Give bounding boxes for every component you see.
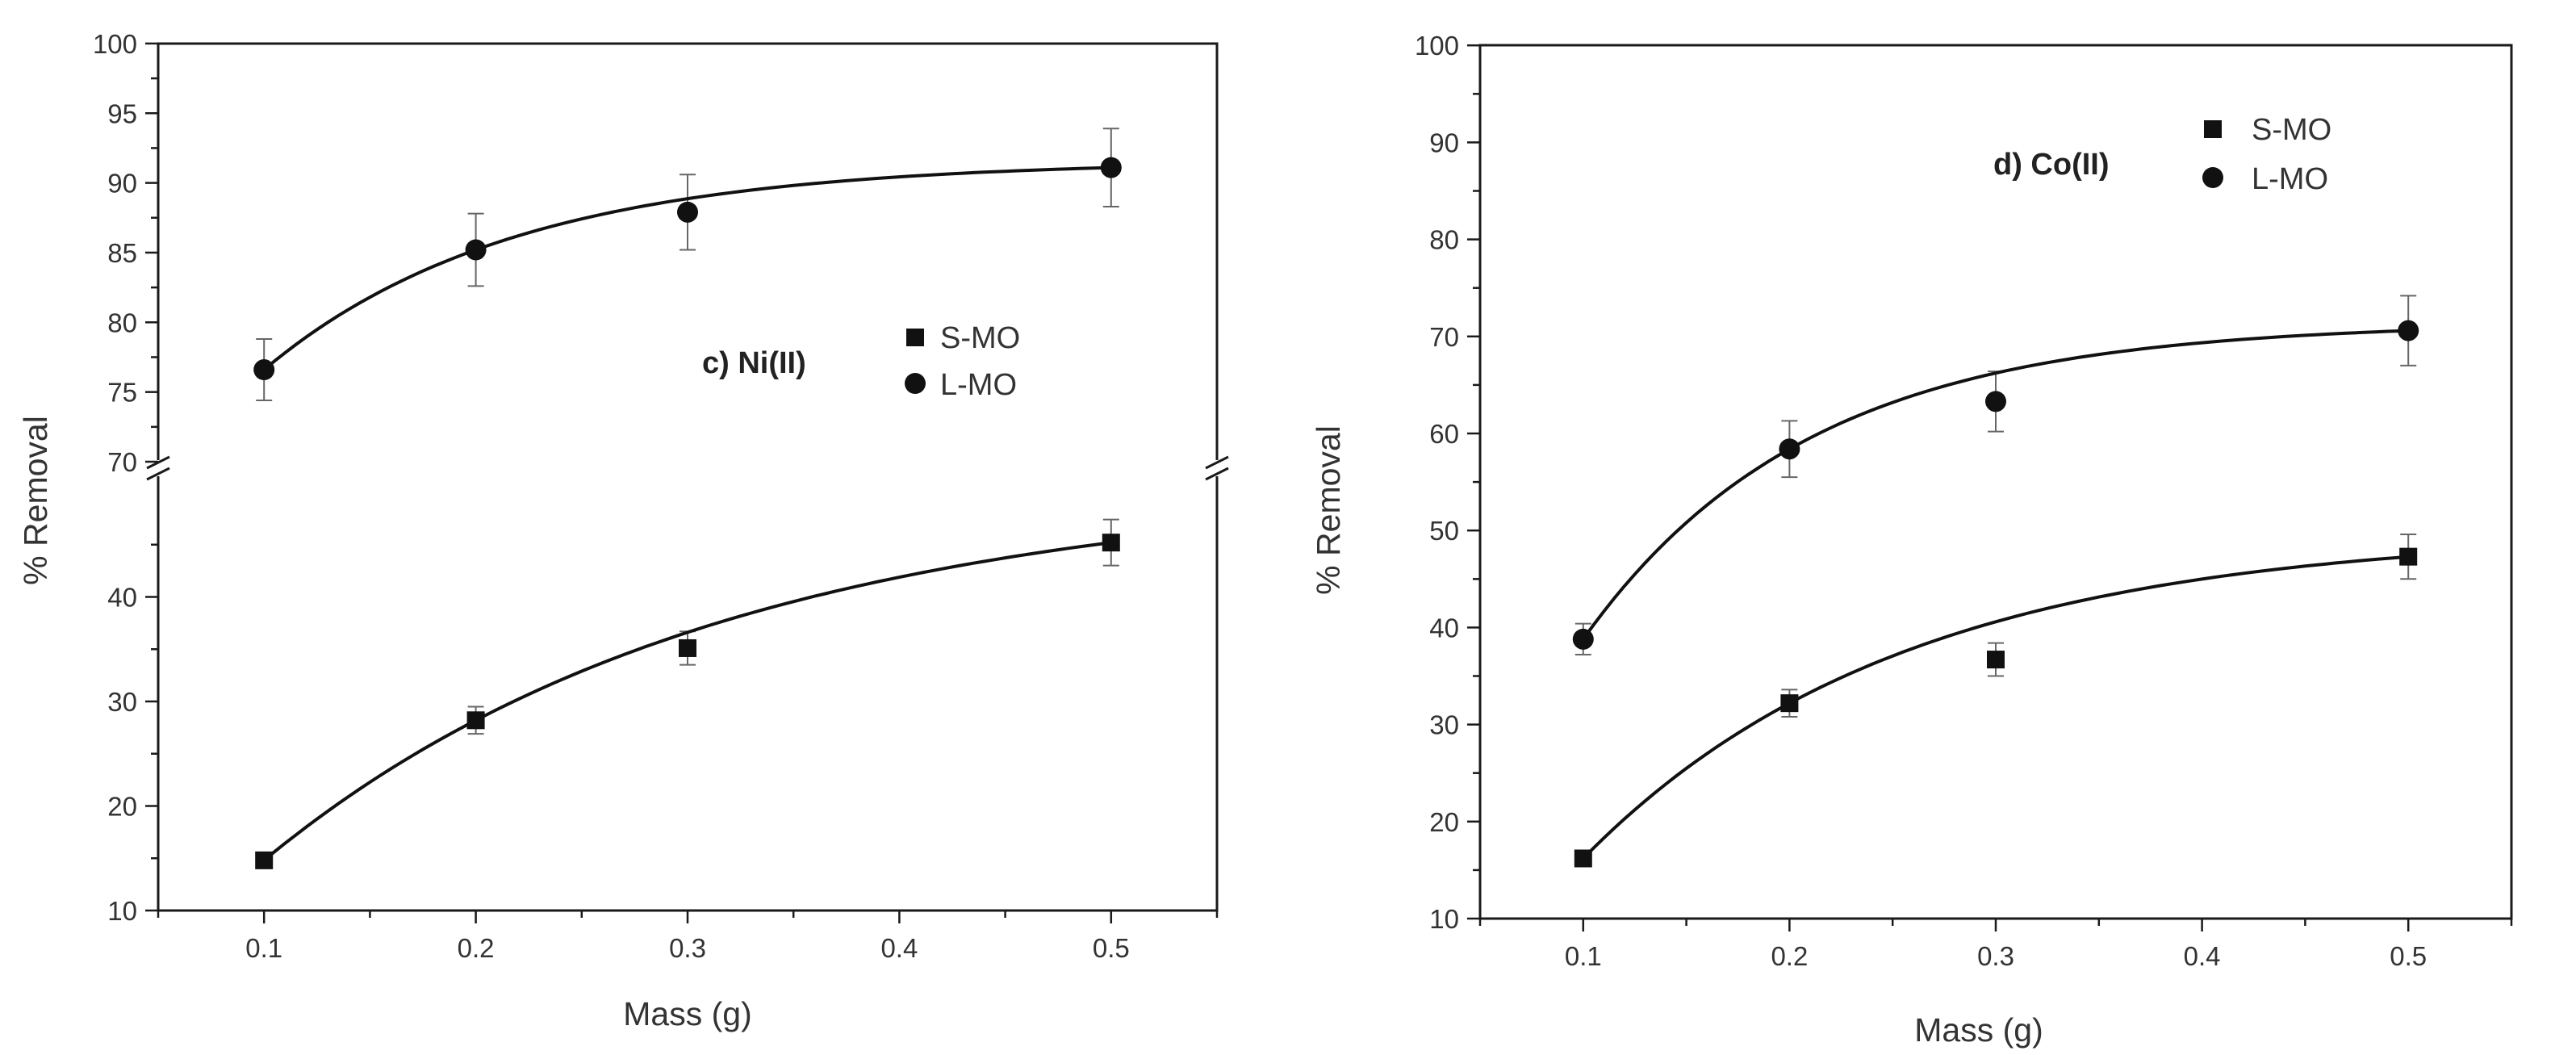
panel-c-y-tick-label: 20 [107,792,137,822]
panel-c-y-tick-label: 10 [107,896,137,926]
panel-d-point-s-mo [1574,849,1592,868]
panel-d-y-tick-label: 10 [1429,904,1459,934]
panel-c-point-l-mo [465,239,487,261]
panel-c-legend-s-mo-marker [906,329,924,346]
panel-d-legend-s-mo-marker [2204,120,2222,138]
panel-d-x-axis-title: Mass (g) [1914,1011,2043,1049]
panel-c-y-tick-label: 40 [107,583,137,613]
panel-d-error-bars [1574,295,2417,865]
panel-d-annotation: d) Co(II) [1993,148,2110,182]
panel-c-x-tick-label: 0.4 [880,933,918,963]
panel-d-legend: S-MO L-MO [2202,113,2331,196]
panel-d-point-l-mo [2398,320,2419,341]
panel-d-fit-l-mo [1582,329,2409,640]
panel-d-x-tick-label: 0.2 [1771,941,1808,971]
panel-c-legend-s-mo-label: S-MO [940,321,1020,355]
panel-c-break-mark-1-a [1205,455,1229,470]
panel-d-y-tick-label: 100 [1415,31,1459,61]
panel-d-legend-l-mo-marker [2202,167,2223,188]
panel-c-fit-l-mo [262,165,1111,371]
panel-d-point-l-mo [1572,628,1594,650]
panel-c-tick-labels: 0.1 0.2 0.3 0.4 0.5 10 20 30 40 70 75 80 85 90 95 100 [93,29,1130,963]
panel-c-break-mark-0-b [146,467,170,481]
panel-c-upper-frame [157,42,1219,460]
panel-c-y-tick-label: 95 [107,98,137,128]
panel-d-fit-curves [1582,329,2409,860]
panel-c-point-s-mo [255,851,274,869]
panel-c-x-tick-label: 0.3 [669,933,706,963]
panel-d-point-s-mo [2399,547,2418,566]
panel-d-fit-s-mo [1582,555,2409,860]
panel-d-tick-labels: 0.1 0.2 0.3 0.4 0.5 10 20 30 40 50 60 70 80 90 100 [1415,31,2427,971]
panel-c-ni: 0.1 0.2 0.3 0.4 0.5 10 20 30 40 70 75 80 85 90 95 100 c… [17,29,1229,1032]
panel-d-y-tick-label: 70 [1429,322,1459,352]
panel-d-x-tick-label: 0.5 [2390,941,2427,971]
panel-c-point-l-mo [677,201,698,223]
panel-c-break-mark-1-b [1205,467,1229,481]
panel-c-x-axis-title: Mass (g) [623,995,751,1032]
panel-c-legend: S-MO L-MO [905,321,1020,402]
panel-d-y-tick-label: 20 [1429,807,1459,837]
panel-c-y-tick-label: 70 [107,447,137,477]
panel-d-legend-l-mo-label: L-MO [2252,162,2328,196]
panel-c-fit-curves [262,165,1112,862]
panel-c-point-s-mo [679,638,696,657]
panel-c-markers [253,157,1122,869]
panel-c-y-tick-label: 75 [107,378,137,408]
panel-d-point-l-mo [1985,391,2006,412]
panel-d-y-tick-label: 80 [1429,225,1459,255]
panel-d-y-tick-label: 30 [1429,710,1459,740]
panel-d-point-s-mo [1987,651,2005,669]
panel-c-x-tick-label: 0.1 [245,933,282,963]
panel-d-axes [1467,44,2513,931]
panel-c-x-tick-label: 0.2 [458,933,495,963]
panel-d-y-tick-label: 40 [1429,613,1459,643]
panel-c-legend-l-mo-marker [905,373,926,394]
panel-c-fit-s-mo [262,541,1112,862]
panel-c-error-bars [256,128,1119,867]
panel-d-point-s-mo [1780,694,1799,713]
panel-c-y-tick-label: 80 [107,308,137,337]
panel-d-y-tick-label: 60 [1429,419,1459,449]
panel-c-y-tick-label: 85 [107,238,137,268]
panel-d-co: 0.1 0.2 0.3 0.4 0.5 10 20 30 40 50 60 70 80 90 100 d) … [1310,31,2513,1049]
panel-c-y-tick-label: 30 [107,687,137,717]
panel-d-point-l-mo [1779,438,1800,460]
panel-c-y-axis-title: % Removal [17,416,54,585]
panel-c-annotation: c) Ni(II) [702,346,806,380]
panel-d-y-tick-label: 50 [1429,516,1459,546]
panel-c-axes [145,42,1229,923]
panel-d-x-tick-label: 0.1 [1565,941,1602,971]
panel-d-legend-s-mo-label: S-MO [2252,113,2331,147]
panel-c-point-l-mo [1100,157,1122,178]
panel-d-markers [1572,320,2419,868]
panel-c-legend-l-mo-label: L-MO [940,368,1017,402]
panel-d-y-tick-label: 90 [1429,128,1459,157]
panel-c-point-s-mo [466,711,485,730]
panel-d-x-tick-label: 0.4 [2184,941,2221,971]
panel-c-y-tick-label: 90 [107,169,137,199]
panel-d-x-tick-label: 0.3 [1977,941,2014,971]
panel-c-point-s-mo [1102,534,1120,552]
panel-c-x-tick-label: 0.5 [1093,933,1130,963]
panel-c-point-l-mo [253,359,275,381]
panel-d-y-axis-title: % Removal [1310,425,1347,595]
panel-c-lower-frame [157,476,1219,912]
panel-c-y-tick-label: 100 [93,29,137,59]
